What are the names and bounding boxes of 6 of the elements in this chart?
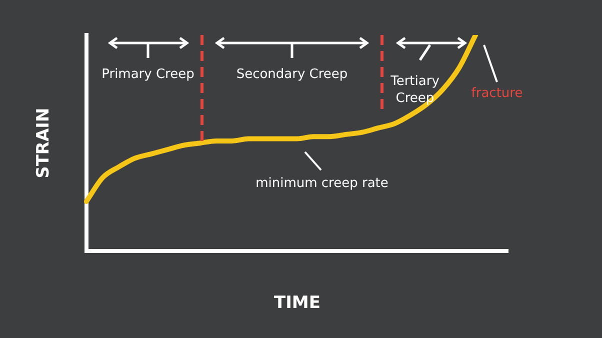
- annotation: Secondary Creep: [235, 66, 349, 83]
- annotation: Primary Creep: [100, 66, 196, 83]
- x-axis-title: TIME: [274, 293, 320, 314]
- y-axis-title: STRAIN: [34, 108, 54, 178]
- annotation: fracture: [470, 85, 524, 102]
- annotation: minimum creep rate: [254, 175, 390, 192]
